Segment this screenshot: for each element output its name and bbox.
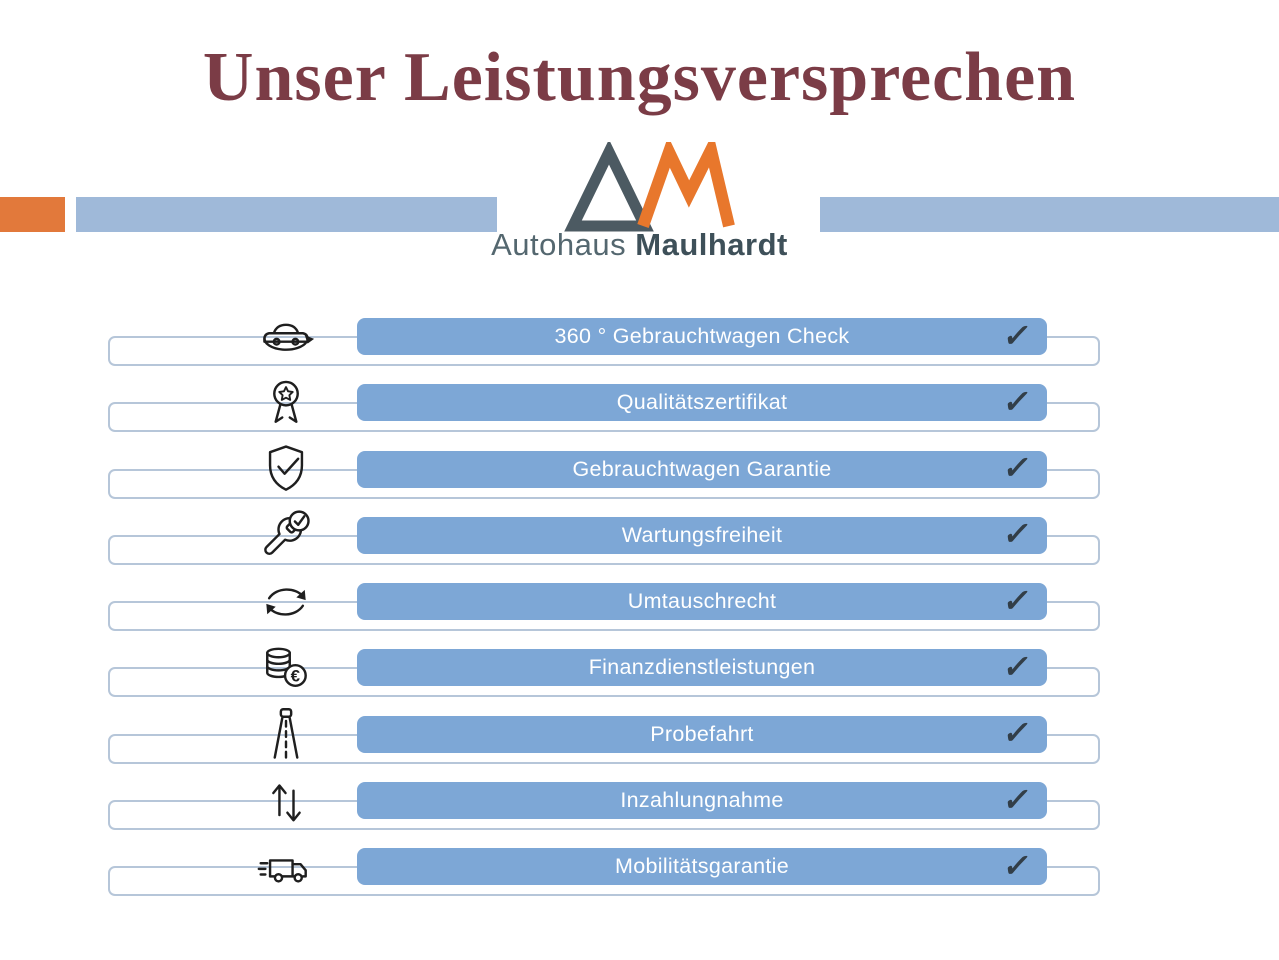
service-row: Mobilitätsgarantie ✓ bbox=[0, 847, 1279, 897]
svg-text:€: € bbox=[291, 667, 301, 686]
service-row: Umtauschrecht ✓ bbox=[0, 582, 1279, 632]
service-label: Umtauschrecht bbox=[627, 589, 777, 614]
checkmark-icon: ✓ bbox=[1001, 383, 1035, 420]
checkmark-icon: ✓ bbox=[1001, 715, 1035, 752]
coins-euro-icon: € bbox=[256, 638, 316, 698]
service-list: 360 ° Gebrauchtwagen Check ✓ Qualitätsze… bbox=[0, 317, 1279, 915]
service-row: Gebrauchtwagen Garantie ✓ bbox=[0, 444, 1279, 499]
delivery-van-icon bbox=[256, 837, 316, 897]
checkmark-icon: ✓ bbox=[1001, 449, 1035, 486]
service-label: Mobilitätsgarantie bbox=[615, 854, 789, 879]
service-row: Qualitätszertifikat ✓ bbox=[0, 380, 1279, 433]
checkmark-icon: ✓ bbox=[1001, 516, 1035, 553]
checkmark-icon: ✓ bbox=[1001, 582, 1035, 619]
brand-first: Autohaus bbox=[491, 227, 627, 262]
checkmark-icon: ✓ bbox=[1001, 847, 1035, 884]
service-label: Inzahlungnahme bbox=[620, 788, 784, 813]
service-row: € Finanzdienstleistungen ✓ bbox=[0, 648, 1279, 698]
brand-name: Autohaus Maulhardt bbox=[0, 227, 1279, 263]
quality-badge-icon bbox=[256, 373, 316, 433]
checkmark-icon: ✓ bbox=[1001, 648, 1035, 685]
page-title: Unser Leistungsversprechen bbox=[202, 39, 1077, 116]
car-360-icon bbox=[256, 307, 316, 367]
service-label: Finanzdienstleistungen bbox=[588, 655, 816, 680]
checkmark-icon: ✓ bbox=[1001, 317, 1035, 354]
service-label: Qualitätszertifikat bbox=[616, 390, 788, 415]
road-icon bbox=[256, 705, 316, 765]
service-bar: Probefahrt ✓ bbox=[357, 715, 1047, 753]
exchange-arrows-icon bbox=[256, 572, 316, 632]
accent-band-right bbox=[820, 197, 1279, 232]
service-label: Wartungsfreiheit bbox=[621, 522, 783, 547]
service-row: Inzahlungnahme ✓ bbox=[0, 781, 1279, 831]
service-bar: Mobilitätsgarantie ✓ bbox=[357, 847, 1047, 886]
service-row: Wartungsfreiheit ✓ bbox=[0, 510, 1279, 565]
service-label: Probefahrt bbox=[650, 721, 754, 746]
service-label: Gebrauchtwagen Garantie bbox=[572, 456, 832, 481]
service-bar: Gebrauchtwagen Garantie ✓ bbox=[357, 449, 1047, 488]
autohaus-maulhardt-logo-icon bbox=[563, 132, 735, 232]
service-row: Probefahrt ✓ bbox=[0, 707, 1279, 764]
service-bar: Qualitätszertifikat ✓ bbox=[357, 383, 1047, 422]
service-bar: Wartungsfreiheit ✓ bbox=[357, 516, 1047, 554]
brand-second: Maulhardt bbox=[635, 227, 788, 262]
service-bar: Umtauschrecht ✓ bbox=[357, 582, 1047, 621]
accent-bar-orange bbox=[0, 197, 65, 232]
accent-band-left bbox=[76, 197, 497, 232]
checkmark-icon: ✓ bbox=[1001, 781, 1035, 818]
shield-check-icon bbox=[256, 440, 316, 500]
up-down-arrows-icon bbox=[256, 771, 316, 831]
service-bar: 360 ° Gebrauchtwagen Check ✓ bbox=[357, 317, 1047, 355]
wrench-check-icon bbox=[256, 506, 316, 566]
service-bar: Finanzdienstleistungen ✓ bbox=[357, 648, 1047, 687]
service-bar: Inzahlungnahme ✓ bbox=[357, 781, 1047, 820]
service-row: 360 ° Gebrauchtwagen Check ✓ bbox=[0, 317, 1279, 366]
service-label: 360 ° Gebrauchtwagen Check bbox=[554, 324, 850, 348]
